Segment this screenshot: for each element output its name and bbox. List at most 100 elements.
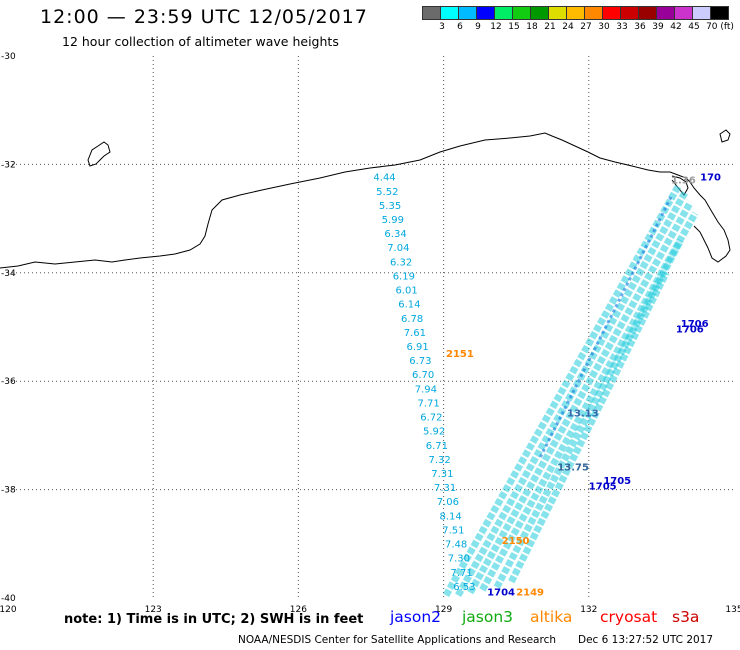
- lat-tick-label: -30: [1, 52, 16, 62]
- swh-label: 7.51: [442, 525, 464, 536]
- ground-track: [467, 200, 694, 595]
- satellite-ground-tracks: [442, 184, 699, 598]
- color-legend-label: 9: [475, 22, 481, 32]
- lon-tick-label: 120: [0, 605, 17, 615]
- color-legend-label: 33: [616, 22, 628, 32]
- swh-label: 5.92: [423, 427, 445, 438]
- color-legend-label: 12: [490, 22, 502, 32]
- map-title: 12:00 — 23:59 UTC 12/05/2017: [40, 6, 368, 28]
- mission-label-jason3: jason3: [462, 608, 514, 626]
- swh-label: 6.73: [409, 356, 431, 367]
- swh-label: 5.99: [382, 215, 404, 226]
- pass-time-label: 1704: [487, 587, 515, 598]
- swh-label: 6.71: [426, 441, 448, 452]
- color-legend-label: 36: [634, 22, 646, 32]
- pass-time-label: 2151: [446, 349, 474, 360]
- color-swatch: [710, 6, 729, 20]
- pass-time-label: 1705: [603, 476, 631, 487]
- color-legend-label: 30: [598, 22, 610, 32]
- lon-tick-label: 126: [290, 605, 307, 615]
- color-legend-label: 42: [670, 22, 682, 32]
- island-west: [87, 141, 111, 167]
- swh-label: 6.14: [398, 300, 420, 311]
- lat-lon-grid: [8, 56, 734, 598]
- lat-tick-label: -34: [1, 269, 16, 279]
- swh-label: 6.91: [406, 342, 428, 353]
- color-legend-labels: 3 6 9 12 15 18 21 24 27 30 33 36 39 42 45 70 (ft): [422, 22, 734, 36]
- pass-time-label: 1.36: [671, 175, 696, 186]
- swh-label: 6.34: [384, 229, 406, 240]
- mission-label-jason2: jason2: [390, 608, 442, 626]
- lon-tick-label: 132: [580, 605, 597, 615]
- color-legend-label: 15: [508, 22, 520, 32]
- mission-label-cryosat: cryosat: [600, 608, 658, 626]
- swh-label: 7.71: [451, 568, 473, 579]
- swh-label: 7.30: [448, 554, 470, 565]
- color-legend-label: 3: [439, 22, 445, 32]
- lon-tick-label: 123: [145, 605, 162, 615]
- pass-time-label: 1706: [676, 324, 704, 335]
- lon-tick-label: 129: [435, 605, 452, 615]
- lat-tick-label: -32: [1, 160, 16, 170]
- color-legend-label: 6: [457, 22, 463, 32]
- color-legend-label: 18: [526, 22, 538, 32]
- wave-height-labels: 4.44 5.52 5.35 5.99 6.34 7.04 6.32 6.19 6.01 6.14…: [373, 173, 475, 593]
- pass-time-label: 2149: [516, 587, 544, 598]
- color-legend-label: 70 (ft): [706, 22, 734, 32]
- pass-time-label: 2150: [502, 536, 530, 547]
- footer-credit: NOAA/NESDIS Center for Satellite Applica…: [238, 634, 556, 646]
- swh-label: 6.70: [412, 370, 434, 381]
- ground-track: [455, 189, 689, 598]
- ground-track-core: [539, 196, 673, 458]
- swh-label: 6.78: [401, 314, 423, 325]
- swh-label: 7.48: [445, 540, 467, 551]
- color-legend-label: 39: [652, 22, 664, 32]
- swh-label: 4.44: [373, 173, 395, 184]
- swh-label: 7.31: [431, 469, 453, 480]
- swh-label: 6.19: [393, 271, 415, 282]
- swh-label: 7.71: [417, 398, 439, 409]
- island-east: [719, 129, 731, 143]
- color-legend-label: 45: [688, 22, 700, 32]
- swh-label: 7.32: [428, 455, 450, 466]
- lat-tick-label: -36: [1, 377, 16, 387]
- pass-time-label: 13.13: [567, 408, 599, 419]
- color-legend-label: 21: [544, 22, 556, 32]
- ground-track: [442, 184, 682, 598]
- southern-coastline: [0, 132, 731, 269]
- pass-time-label: 13.75: [557, 463, 589, 474]
- swh-label: 6.72: [420, 413, 442, 424]
- swh-label: 8.14: [440, 511, 462, 522]
- swh-label: 5.52: [376, 187, 398, 198]
- ground-track: [508, 271, 670, 584]
- map-subtitle: 12 hour collection of altimeter wave hei…: [62, 34, 339, 49]
- pass-time-label: 170: [700, 173, 721, 184]
- swh-label: 7.06: [437, 497, 459, 508]
- pass-time-label: 1706: [681, 319, 709, 330]
- lon-tick-label: 135: [725, 605, 740, 615]
- pass-time-label: 1705: [589, 482, 617, 493]
- lat-tick-label: -40: [1, 594, 16, 604]
- ground-track: [493, 238, 684, 589]
- swh-label: 7.31: [434, 483, 456, 494]
- swh-label: 6.53: [453, 582, 475, 593]
- swh-label: 7.04: [387, 243, 409, 254]
- swh-label: 6.01: [395, 286, 417, 297]
- footer-date: Dec 6 13:27:52 UTC 2017: [578, 634, 714, 646]
- swh-label: 7.61: [404, 328, 426, 339]
- ground-track: [479, 211, 699, 592]
- australia-coastline: [0, 129, 731, 269]
- swh-label: 5.35: [379, 201, 401, 212]
- mission-label-altika: altika: [530, 608, 573, 626]
- footer-note: note: 1) Time is in UTC; 2) SWH is in fe…: [64, 612, 364, 627]
- axis-tick-labels: 120 123 126 129 132 135 -30 -32 -34 -36 -38 -40: [0, 52, 740, 615]
- lat-tick-label: -38: [1, 486, 16, 496]
- color-legend-label: 24: [562, 22, 574, 32]
- color-legend-label: 27: [580, 22, 592, 32]
- mission-label-s3a: s3a: [672, 608, 700, 626]
- swh-label: 6.32: [390, 257, 412, 268]
- swh-label: 7.94: [415, 384, 437, 395]
- color-legend-bar: [422, 6, 729, 20]
